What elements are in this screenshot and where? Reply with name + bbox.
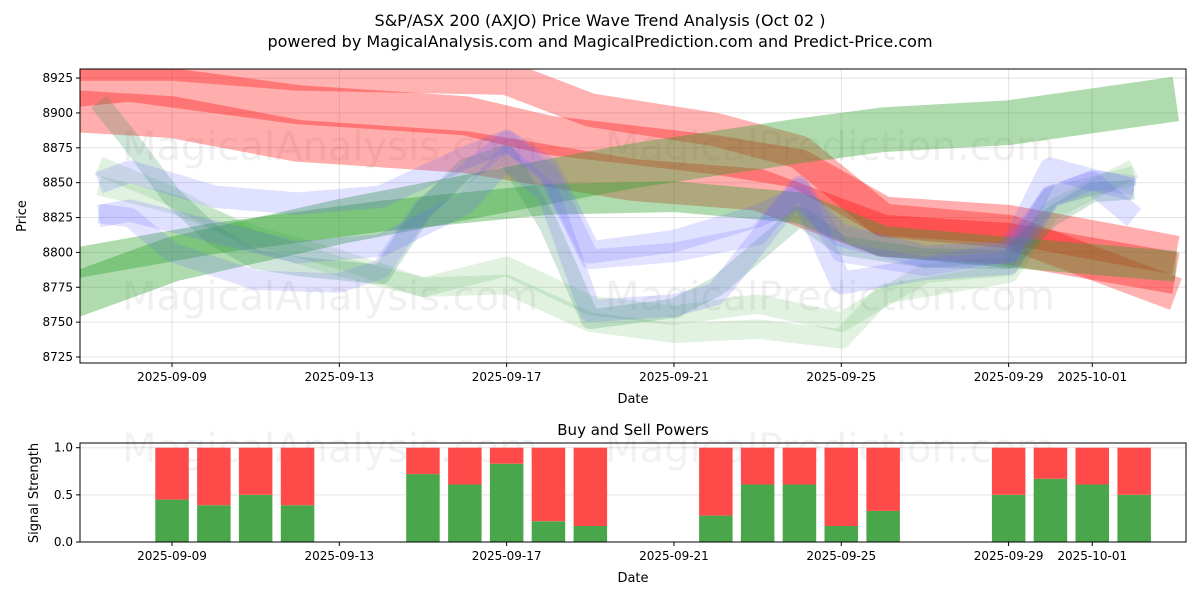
watermark: MagicalPrediction.com <box>605 274 1055 320</box>
main-x-ticks: 2025-09-09 2025-09-13 2025-09-17 2025-09-21… <box>137 363 1127 384</box>
main-watermarks: MagicalAnalysis.com MagicalPrediction.co… <box>122 124 1055 320</box>
y-tick-label: 8750 <box>42 315 73 329</box>
buy-bar <box>824 526 858 542</box>
x-tick-label: 2025-09-25 <box>806 549 876 563</box>
sell-bar <box>699 447 733 516</box>
sell-bar <box>197 447 231 506</box>
buy-bar <box>489 463 524 542</box>
y-tick-label: 0.0 <box>54 535 73 549</box>
sub-x-label: Date <box>617 571 648 586</box>
buy-bar <box>448 484 482 542</box>
blue-wave-2-band <box>96 146 1142 323</box>
sell-bar <box>1117 447 1151 495</box>
y-tick-label: 0.5 <box>54 488 73 502</box>
watermark: MagicalPrediction.com <box>605 124 1055 170</box>
red-wave-1-band <box>80 69 1180 275</box>
buy-bar <box>782 484 817 542</box>
green-wave-1-band <box>80 76 1180 317</box>
buy-bar <box>1075 484 1109 542</box>
sub-y-label: Signal Strength <box>27 443 42 543</box>
green-wave-4-band <box>96 166 1137 332</box>
buy-bar <box>699 515 733 542</box>
main-grid <box>80 69 1186 363</box>
x-tick-label: 2025-09-09 <box>137 370 207 384</box>
blue-wave-3-band <box>97 131 1136 293</box>
sell-bar <box>782 447 817 485</box>
sell-bar <box>573 447 608 526</box>
sell-bar <box>155 447 189 500</box>
sell-bar <box>448 447 482 485</box>
y-tick-label: 1.0 <box>54 441 73 455</box>
buy-sell-chart: Buy and Sell Powers MagicalAnalysis.com … <box>27 421 1187 586</box>
y-tick-label: 8850 <box>42 176 73 190</box>
buy-bar <box>1033 478 1068 542</box>
x-tick-label: 2025-09-13 <box>304 549 374 563</box>
chart-subtitle: powered by MagicalAnalysis.com and Magic… <box>267 32 932 51</box>
sub-chart-title: Buy and Sell Powers <box>557 421 709 439</box>
x-tick-label: 2025-09-13 <box>304 370 374 384</box>
sell-bar <box>531 447 566 522</box>
y-tick-label: 8900 <box>42 106 73 120</box>
sell-bar <box>824 447 858 526</box>
x-tick-label: 2025-09-21 <box>639 549 709 563</box>
price-wave-chart: MagicalAnalysis.com MagicalPrediction.co… <box>15 68 1187 407</box>
sub-x-ticks: 2025-09-09 2025-09-13 2025-09-17 2025-09-21… <box>137 542 1127 563</box>
sub-y-ticks: 0.0 0.5 1.0 <box>54 441 80 549</box>
x-tick-label: 2025-10-01 <box>1057 370 1127 384</box>
buy-bar <box>531 521 566 542</box>
green-wave-2-band <box>80 181 1178 282</box>
buy-bar <box>155 499 189 542</box>
x-tick-label: 2025-09-29 <box>974 549 1044 563</box>
red-wave-3-band <box>80 69 1182 310</box>
sell-bar <box>489 447 524 464</box>
x-tick-label: 2025-09-17 <box>472 549 542 563</box>
y-tick-label: 8825 <box>42 211 73 225</box>
main-axes-frame <box>79 68 1187 364</box>
red-wave-2-band <box>80 90 1180 294</box>
buy-bar <box>740 484 775 542</box>
buy-bar <box>573 526 608 542</box>
buy-bar <box>238 494 273 542</box>
main-y-ticks: 8725 8750 8775 8800 8825 8850 8875 8900 8925 <box>42 71 80 364</box>
sub-axes-frame <box>79 442 1187 543</box>
y-tick-label: 8725 <box>42 350 73 364</box>
y-tick-label: 8800 <box>42 245 73 259</box>
sell-bar <box>1075 447 1109 485</box>
x-tick-label: 2025-09-29 <box>974 370 1044 384</box>
sell-bar <box>866 447 900 511</box>
buy-bar <box>406 474 440 542</box>
buy-bar <box>280 505 315 542</box>
buy-bar <box>197 505 231 542</box>
sell-bar <box>238 447 273 495</box>
x-tick-label: 2025-09-09 <box>137 549 207 563</box>
green-wave-3-band <box>95 156 1139 349</box>
chart-title: S&P/ASX 200 (AXJO) Price Wave Trend Anal… <box>375 11 826 30</box>
main-y-label: Price <box>15 200 30 232</box>
sell-bar <box>1033 447 1068 479</box>
x-tick-label: 2025-09-21 <box>639 370 709 384</box>
buy-bar <box>991 494 1026 542</box>
y-tick-label: 8875 <box>42 141 73 155</box>
watermark: MagicalAnalysis.com <box>122 274 538 320</box>
sell-bar <box>740 447 775 485</box>
sell-bar <box>406 447 440 475</box>
teal-wave-1-band <box>91 95 1135 330</box>
sell-bar <box>991 447 1026 495</box>
blue-wave-1-band <box>95 129 1137 268</box>
x-tick-label: 2025-09-25 <box>806 370 876 384</box>
x-tick-label: 2025-09-17 <box>472 370 542 384</box>
buy-bar <box>1117 494 1151 542</box>
y-tick-label: 8775 <box>42 280 73 294</box>
main-x-label: Date <box>617 392 648 407</box>
sell-bar <box>280 447 315 506</box>
signal-bars <box>155 447 1151 542</box>
buy-bar <box>866 510 900 542</box>
y-tick-label: 8925 <box>42 71 73 85</box>
wave-bands <box>80 69 1182 349</box>
watermark: MagicalAnalysis.com <box>122 124 538 170</box>
x-tick-label: 2025-10-01 <box>1057 549 1127 563</box>
